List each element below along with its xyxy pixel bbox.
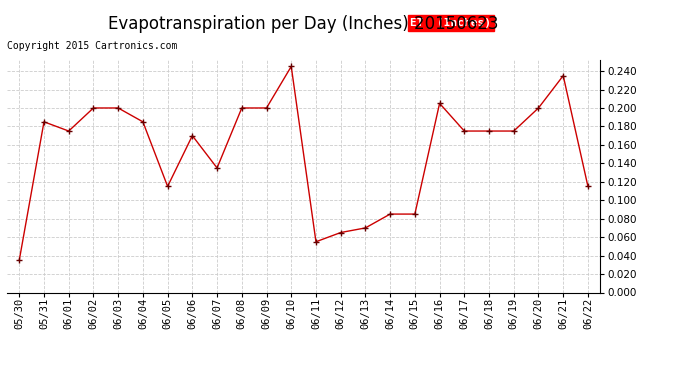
Text: Evapotranspiration per Day (Inches) 20150623: Evapotranspiration per Day (Inches) 2015… [108, 15, 499, 33]
Text: Copyright 2015 Cartronics.com: Copyright 2015 Cartronics.com [7, 41, 177, 51]
Text: ET  (Inches): ET (Inches) [411, 18, 491, 28]
